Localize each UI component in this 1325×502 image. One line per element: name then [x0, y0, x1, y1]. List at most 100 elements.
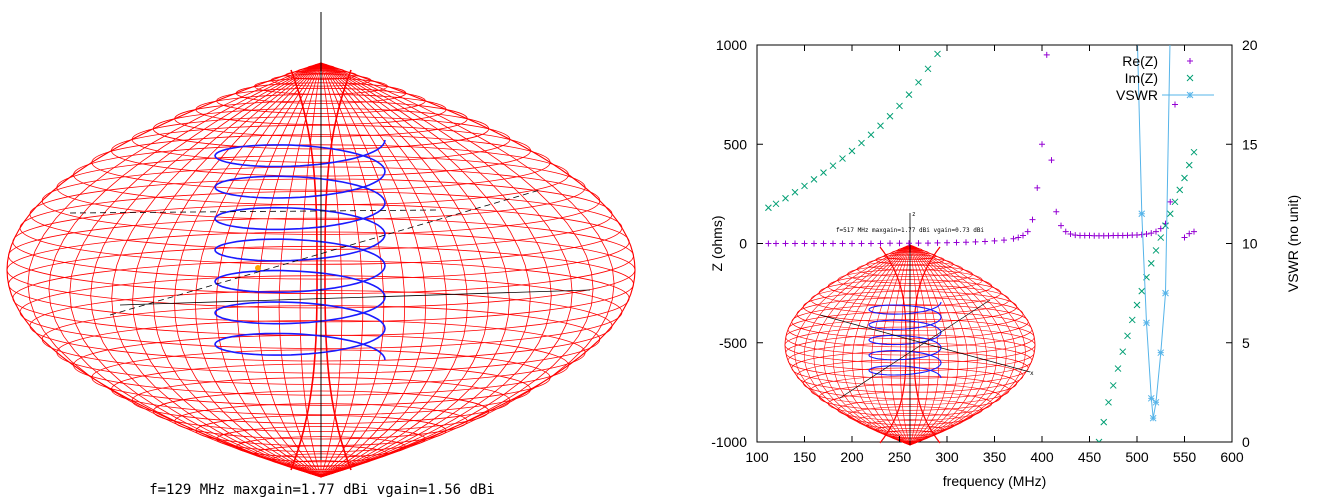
im-z-point	[858, 139, 865, 147]
im-z-point	[1138, 287, 1146, 295]
re-z-point	[953, 239, 960, 246]
re-z-point	[1138, 231, 1145, 238]
re-z-point-glyph	[1039, 141, 1045, 148]
im-z-point	[1109, 382, 1117, 389]
re-z-point-glyph	[1053, 208, 1060, 215]
left-pattern-throat-right	[324, 69, 352, 471]
im-z-point-glyph	[1133, 301, 1141, 309]
re-z-point	[1043, 51, 1050, 58]
re-z-point	[1024, 228, 1031, 235]
im-z-point	[934, 50, 941, 58]
re-z-point	[1034, 184, 1041, 191]
vswr-point-glyph	[1162, 289, 1169, 297]
im-z-point	[772, 200, 780, 208]
im-z-point-glyph	[1147, 259, 1155, 267]
y-tick-label: 0	[739, 236, 747, 252]
vswr-point-glyph	[1138, 210, 1146, 218]
y-tick-label: 1000	[716, 37, 747, 53]
ticks-layer: 100 150 200 250 300 350 400 450 500 550 600-1000-5…	[711, 37, 1258, 465]
re-z-point-glyph	[1029, 216, 1036, 223]
y-tick-label: -500	[719, 335, 747, 351]
re-z-point-glyph	[934, 239, 941, 246]
left-pattern-meridian	[320, 62, 573, 478]
im-z-point-glyph	[1109, 382, 1117, 389]
vswr-point	[1149, 414, 1157, 422]
re-z-point	[811, 240, 817, 247]
re-z-point	[906, 240, 912, 247]
re-z-point	[982, 238, 988, 245]
re-z-point-glyph	[868, 240, 874, 247]
vswr-point	[1162, 289, 1169, 297]
vswr-point-glyph	[1152, 398, 1160, 406]
re-z-point-glyph	[1186, 230, 1193, 237]
re-z-point	[1058, 222, 1064, 229]
im-z-point-glyph	[1176, 186, 1184, 194]
im-z-point-glyph	[877, 122, 884, 130]
im-z-point	[1124, 332, 1131, 340]
y2-tick-label: 0	[1242, 434, 1250, 450]
re-z-point-glyph	[991, 237, 998, 244]
im-z-point	[820, 169, 827, 176]
x-tick-label: 500	[1125, 449, 1149, 465]
im-z-point-glyph	[924, 65, 932, 73]
im-z-point	[944, 35, 950, 41]
impedance-chart: zx f=517 MHz maxgain=1.77 dBi vgain=0.73…	[709, 0, 1301, 489]
x-tick-label: 200	[840, 449, 864, 465]
im-z-point-glyph	[791, 188, 799, 196]
series-group	[765, 0, 1198, 442]
im-z-point-glyph	[963, 0, 969, 4]
inset-axis-letter-right: x	[1030, 370, 1034, 377]
re-z-point-glyph	[820, 240, 827, 247]
re-z-point-glyph	[773, 240, 779, 247]
im-z-point	[791, 188, 799, 196]
re-z-point-glyph	[887, 240, 893, 247]
left-pattern-meridian	[320, 62, 552, 478]
re-z-point	[868, 240, 874, 247]
y2-tick-label: 20	[1242, 37, 1258, 53]
re-z-point	[887, 240, 893, 247]
legend-label: Im(Z)	[1125, 70, 1158, 86]
im-z-point-glyph	[1190, 148, 1198, 156]
left-pattern-caption: f=129 MHz maxgain=1.77 dBi vgain=1.56 dB…	[149, 482, 495, 498]
im-z-point	[958, 8, 964, 14]
im-z-point	[1128, 316, 1136, 324]
im-z-point-glyph	[896, 102, 903, 110]
re-z-point	[1048, 157, 1055, 164]
im-z-point-glyph	[886, 112, 894, 120]
re-z-point	[782, 240, 789, 247]
im-z-point	[877, 122, 884, 130]
re-z-point-glyph	[1001, 237, 1007, 244]
re-z-point-glyph	[858, 240, 865, 247]
re-z-point-glyph	[1172, 101, 1178, 108]
inset-y-axis-line	[819, 314, 1031, 373]
im-z-point	[782, 194, 789, 202]
vswr-point-glyph	[1149, 414, 1157, 422]
re-z-point	[1167, 198, 1174, 205]
im-z-point	[1190, 148, 1198, 156]
im-z-point-glyph	[1114, 365, 1122, 372]
im-z-point	[829, 162, 837, 170]
im-z-point	[765, 204, 772, 212]
y2-tick-label: 10	[1242, 236, 1258, 252]
re-z-point	[944, 239, 950, 246]
im-z-point-glyph	[867, 131, 875, 139]
re-z-point	[925, 240, 931, 247]
im-z-point-glyph	[820, 169, 827, 176]
x-tick-label: 100	[745, 449, 769, 465]
vswr-point-glyph	[1147, 394, 1155, 402]
im-z-point	[949, 26, 955, 32]
re-z-point-glyph	[1148, 230, 1155, 237]
im-z-point-glyph	[810, 176, 818, 183]
feed-point-marker	[255, 265, 261, 271]
y2-axis-label: VSWR (no unit)	[1285, 195, 1301, 292]
im-z-point-glyph	[1162, 222, 1169, 229]
x-tick-label: 250	[888, 449, 912, 465]
re-z-point	[1143, 230, 1150, 237]
inset-axis-letter-top: z	[912, 211, 916, 218]
inset-pattern-meridian	[909, 244, 920, 446]
im-z-point-glyph	[1105, 398, 1112, 406]
vswr-point-glyph	[1157, 349, 1165, 357]
re-z-point-glyph	[849, 240, 855, 247]
x-tick-label: 450	[1078, 449, 1102, 465]
re-z-point-glyph	[1024, 228, 1031, 235]
